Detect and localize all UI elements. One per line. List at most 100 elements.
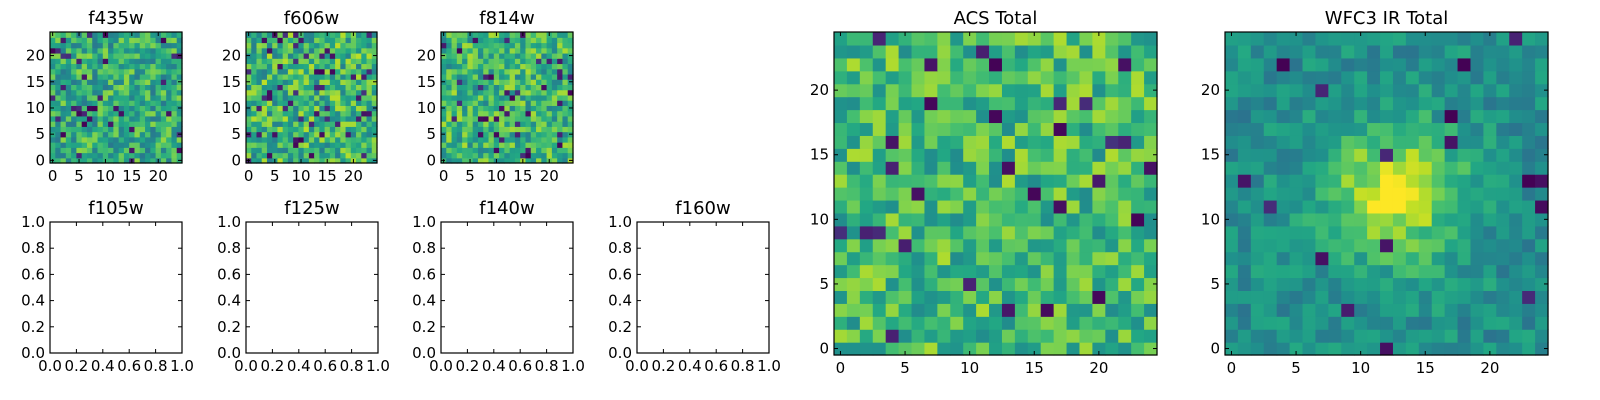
heatmap-cell — [1302, 44, 1317, 59]
heatmap-cell — [509, 42, 516, 49]
heatmap-cell — [282, 110, 289, 117]
heatmap-cell — [1263, 174, 1278, 188]
heatmap-cell — [108, 147, 114, 154]
heatmap-cell — [287, 131, 294, 138]
heatmap-cell — [246, 68, 252, 75]
x-tick-label: 0.0 — [38, 357, 62, 375]
heatmap-cell — [86, 32, 93, 38]
heatmap-cell — [1535, 303, 1549, 317]
heatmap-cell — [293, 121, 299, 127]
heatmap-cell — [467, 121, 474, 127]
heatmap-cell — [335, 136, 341, 143]
heatmap-cell — [441, 100, 447, 106]
heatmap-cell — [472, 105, 479, 112]
heatmap-cell — [324, 136, 331, 143]
heatmap-cell — [1263, 187, 1278, 201]
heatmap-cell — [123, 79, 130, 85]
heatmap-cell — [1014, 135, 1029, 149]
heatmap-cell — [493, 68, 500, 75]
heatmap-cell — [113, 79, 120, 85]
heatmap-cell — [1328, 96, 1342, 111]
heatmap-cell — [160, 136, 167, 143]
heatmap-cell — [134, 131, 141, 138]
heatmap-cell — [467, 142, 474, 148]
heatmap-cell — [872, 251, 887, 266]
heatmap-cell — [1225, 238, 1239, 253]
heatmap-cell — [1001, 70, 1016, 85]
heatmap-cell — [1367, 199, 1381, 214]
heatmap-cell — [1509, 44, 1523, 59]
heatmap-cell — [1315, 238, 1329, 253]
heatmap-cell — [1131, 96, 1145, 111]
heatmap-cell — [1144, 174, 1158, 188]
heatmap-cell — [266, 105, 273, 112]
heatmap-cell — [134, 126, 141, 133]
heatmap-cell — [287, 115, 294, 122]
heatmap-cell — [546, 89, 553, 96]
heatmap-cell — [567, 32, 574, 38]
heatmap-cell — [55, 79, 62, 85]
heatmap-cell — [1001, 161, 1016, 175]
heatmap-cell — [1470, 135, 1484, 149]
heatmap-cell — [541, 142, 548, 148]
heatmap-cell — [477, 37, 484, 44]
heatmap-cell — [50, 94, 56, 101]
heatmap-cell — [55, 42, 62, 49]
heatmap-cell — [898, 109, 913, 124]
heatmap-cell — [108, 89, 114, 96]
heatmap-cell — [1263, 135, 1278, 149]
heatmap-cell — [251, 121, 258, 127]
heatmap-cell — [567, 142, 574, 148]
heatmap-cell — [366, 84, 373, 91]
heatmap-cell — [530, 136, 537, 143]
heatmap-cell — [293, 32, 299, 38]
heatmap-cell — [1328, 225, 1342, 240]
heatmap-cell — [76, 147, 83, 154]
heatmap-cell — [859, 303, 874, 317]
heatmap-cell — [1522, 44, 1536, 59]
heatmap-cell — [451, 121, 458, 127]
heatmap-cell — [277, 152, 284, 159]
heatmap-cell — [911, 70, 926, 85]
heatmap-cell — [1131, 212, 1145, 227]
heatmap-cell — [551, 63, 558, 70]
heatmap-cell — [1341, 329, 1355, 343]
heatmap-cell — [256, 110, 263, 117]
heatmap-cell — [287, 89, 294, 96]
heatmap-cell — [446, 147, 453, 154]
x-tick-label: 0.8 — [340, 357, 364, 375]
heatmap-cell — [1496, 303, 1510, 317]
heatmap-cell — [314, 142, 320, 148]
heatmap-cell — [350, 47, 357, 54]
heatmap-cell — [536, 94, 542, 101]
heatmap-cell — [272, 121, 279, 127]
heatmap-cell — [1144, 122, 1158, 136]
heatmap-cell — [1066, 264, 1081, 279]
heatmap-cell — [1040, 212, 1055, 227]
heatmap-cell — [1483, 187, 1497, 201]
axes-frame — [1224, 31, 1549, 356]
heatmap-cell — [60, 79, 67, 85]
heatmap-cell — [488, 73, 495, 80]
heatmap-cell — [134, 157, 141, 164]
heatmap-cell — [251, 32, 258, 38]
x-tick-label: 0.8 — [144, 357, 168, 375]
heatmap-cell — [1079, 264, 1093, 279]
heatmap-cell — [1250, 161, 1265, 175]
heatmap-cell — [293, 142, 299, 148]
heatmap-cell — [102, 89, 109, 96]
heatmap-cell — [1263, 32, 1278, 46]
heatmap-cell — [1118, 109, 1132, 124]
x-tick-label: 0.4 — [287, 357, 311, 375]
heatmap-cell — [504, 105, 511, 112]
heatmap-cell — [129, 73, 136, 80]
heatmap-cell — [150, 100, 157, 106]
heatmap-cell — [1483, 329, 1497, 343]
heatmap-cell — [55, 136, 62, 143]
heatmap-cell — [963, 70, 977, 85]
heatmap-cell — [456, 79, 463, 85]
heatmap-cell — [176, 126, 183, 133]
heatmap-cell — [557, 157, 564, 164]
heatmap-cell — [1302, 148, 1317, 162]
